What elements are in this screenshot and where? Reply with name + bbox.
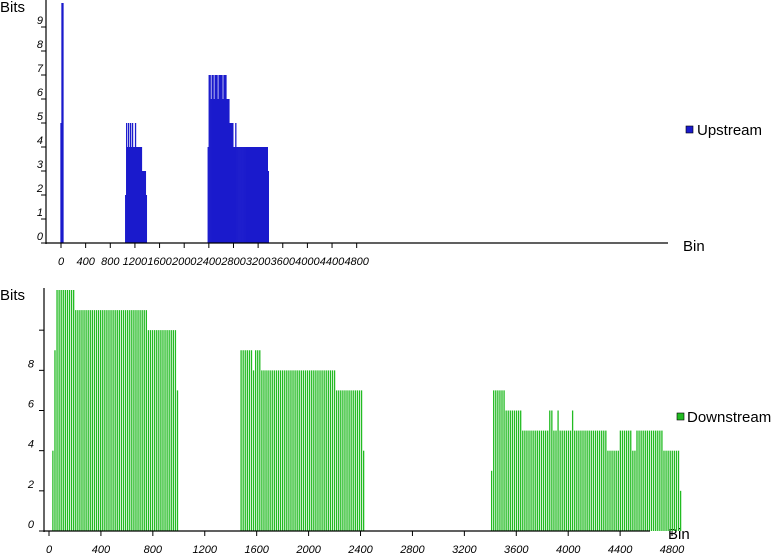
upstream-x-axis-title: Bin [683, 238, 705, 255]
upstream-bars [60, 3, 270, 243]
downstream-ticks: 0 400 800 1200 1600 2000 2400 2800 3200 3600 4000 4… [27, 329, 685, 555]
upstream-x-tick-label: 2000 [171, 256, 197, 268]
upstream-y-tick-label: 7 [37, 63, 44, 75]
downstream-x-tick-label: 2400 [347, 544, 373, 555]
downstream-x-tick-label: 3200 [452, 544, 477, 555]
upstream-y-tick-label: 4 [37, 135, 43, 147]
upstream-x-tick-label: 0 [58, 256, 65, 268]
upstream-x-tick-label: 4800 [344, 256, 369, 268]
upstream-y-tick-label: 9 [37, 15, 43, 27]
upstream-x-tick-label: 3200 [246, 256, 271, 268]
upstream-y-tick-label: 6 [37, 87, 44, 99]
upstream-x-tick-label: 3600 [271, 256, 296, 268]
downstream-x-tick-label: 800 [144, 544, 163, 555]
upstream-y-tick-label: 1 [37, 207, 43, 219]
upstream-x-tick-label: 800 [101, 256, 120, 268]
upstream-x-tick-label: 2800 [220, 256, 246, 268]
upstream-y-tick-label: 0 [37, 231, 44, 243]
downstream-x-tick-label: 0 [46, 544, 53, 555]
downstream-x-tick-label: 2800 [399, 544, 425, 555]
downstream-x-tick-label: 4000 [556, 544, 581, 555]
downstream-x-tick-label: 1600 [244, 544, 269, 555]
downstream-x-tick-label: 3600 [504, 544, 529, 555]
downstream-bars [52, 290, 682, 531]
upstream-x-tick-label: 400 [76, 256, 95, 268]
downstream-y-tick-label: 6 [28, 399, 35, 411]
downstream-legend-swatch [676, 412, 685, 421]
downstream-y-tick-label: 2 [27, 479, 34, 491]
upstream-legend-swatch [685, 125, 694, 134]
upstream-x-tick-label: 1200 [123, 256, 148, 268]
downstream-x-tick-label: 4800 [660, 544, 685, 555]
downstream-x-tick-label: 2000 [295, 544, 321, 555]
upstream-x-tick-label: 4400 [320, 256, 345, 268]
upstream-y-tick-label: 8 [37, 39, 44, 51]
downstream-x-tick-label: 1200 [193, 544, 218, 555]
upstream-y-axis-title: Bits [0, 0, 25, 16]
downstream-chart: Bits Bin Downstream 0 400 800 1200 1600 2000 2… [0, 287, 771, 555]
upstream-x-tick-label: 1600 [147, 256, 172, 268]
upstream-x-tick-label: 4000 [295, 256, 320, 268]
upstream-ticks: 0 400 800 1200 1600 2000 2400 2800 3200 3600 4000 4… [36, 15, 370, 268]
upstream-y-tick-label: 5 [37, 111, 44, 123]
downstream-y-axis-title: Bits [0, 287, 25, 304]
downstream-x-tick-label: 400 [92, 544, 111, 555]
downstream-legend-label: Downstream [687, 409, 771, 426]
upstream-legend-label: Upstream [697, 122, 762, 139]
downstream-x-axis-title: Bin [668, 526, 690, 543]
upstream-chart: Bits Bin Upstream 0 400 800 1200 1600 2000 240… [0, 0, 762, 268]
downstream-y-tick-label: 4 [28, 439, 34, 451]
upstream-y-tick-label: 3 [37, 159, 44, 171]
downstream-y-tick-label: 8 [28, 358, 35, 370]
downstream-x-tick-label: 4400 [608, 544, 633, 555]
upstream-y-tick-label: 2 [36, 183, 43, 195]
downstream-y-tick-label: 0 [28, 519, 35, 531]
upstream-x-tick-label: 2400 [196, 256, 222, 268]
